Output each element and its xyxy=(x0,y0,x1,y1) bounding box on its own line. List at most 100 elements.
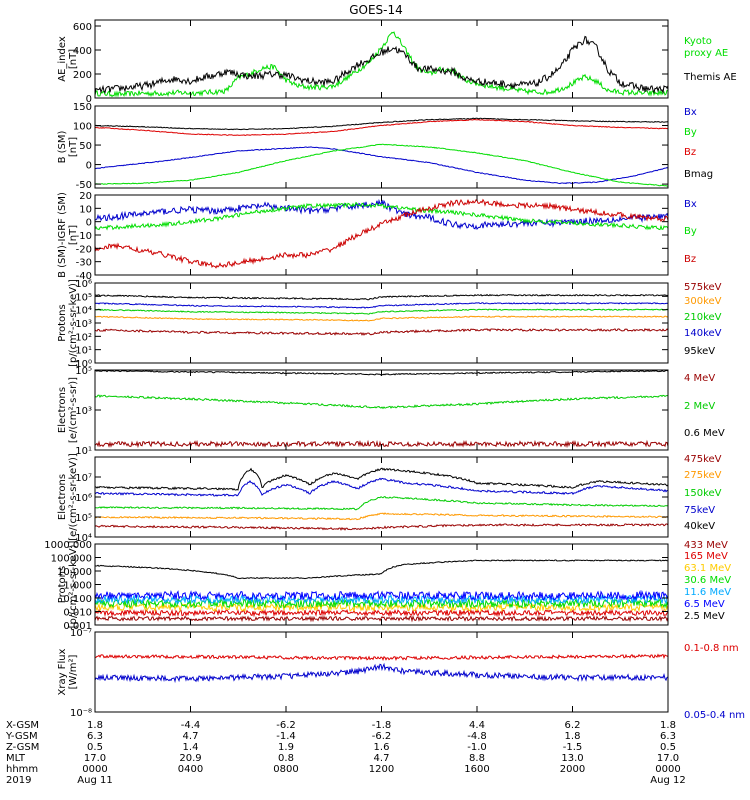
y-tick-label: 10⁴ xyxy=(75,306,92,317)
axis-row-value: -4.4 xyxy=(181,720,201,731)
y-tick-label: -20 xyxy=(76,244,92,255)
legend-label: By xyxy=(684,127,697,138)
series-group xyxy=(95,370,668,449)
y-tick-label: 10⁵ xyxy=(75,513,92,524)
series-line-165-mev xyxy=(95,608,668,618)
y-axis-label: [nT] xyxy=(68,137,79,157)
legend-label: 0.05-0.4 nm xyxy=(684,710,745,721)
panel-db: -40 -30 -20 -10 0 10 20 B (SM)-IGRF (SM) [nT] Bx B… xyxy=(57,191,697,282)
axis-row-value: 13.0 xyxy=(561,753,583,764)
series-line-140kev xyxy=(95,302,668,309)
y-tick-label: -40 xyxy=(76,271,92,282)
y-axis-label: Protons xyxy=(57,304,68,341)
series-line-2-mev xyxy=(95,394,668,410)
axis-row-value: 17.0 xyxy=(84,753,106,764)
y-axis-label: Electrons xyxy=(57,474,68,520)
axis-row-label: Z-GSM xyxy=(6,742,39,753)
y-axis-label: Electrons xyxy=(57,387,68,433)
axis-row-value: 1.8 xyxy=(87,720,103,731)
y-axis-label: [e/(cm²-s-sr-keV)] xyxy=(68,453,79,541)
y-tick-label: 10⁻⁷ xyxy=(70,628,92,639)
series-line-300kev xyxy=(95,315,668,322)
y-tick-label: 10⁷ xyxy=(75,473,92,484)
legend-label: 40keV xyxy=(684,521,715,532)
series-line-kyoto-proxy-ae xyxy=(95,31,668,98)
axis-row-value: 0.5 xyxy=(660,742,676,753)
figure-title: GOES-14 xyxy=(349,3,403,17)
legend-label: 140keV xyxy=(684,328,722,339)
legend-label: 6.5 MeV xyxy=(684,599,725,610)
series-line-by xyxy=(95,201,668,231)
legend-label: Themis AE xyxy=(683,72,737,83)
y-tick-label: 10³ xyxy=(75,319,92,330)
y-axis-label: [p/(cm²-s-sr-keV)] xyxy=(68,279,79,367)
y-tick-label: 100.000 xyxy=(51,554,92,565)
axis-row-value: 1.8 xyxy=(565,731,581,742)
panel-protons_mev: 0.001 0.010 0.100 1.000 10.000 100.000 1000.00… xyxy=(44,540,731,632)
series-line-by xyxy=(95,143,668,187)
y-tick-label: 20 xyxy=(79,191,92,202)
y-tick-label: 10 xyxy=(79,204,92,215)
legend-label: Bmag xyxy=(684,169,713,180)
legend-label: Bx xyxy=(684,199,697,210)
y-tick-label: 1.000 xyxy=(63,581,92,592)
legend-label: 2.5 MeV xyxy=(684,611,725,622)
x-axis-table: X-GSM 1.8 -4.4 -6.2 -1.8 4.4 6.2 1.8Y-GSM 6.3 4.7… xyxy=(5,720,686,786)
legend-label: 275keV xyxy=(684,470,722,481)
y-tick-label: 10⁰ xyxy=(75,359,92,370)
y-tick-label: 0.001 xyxy=(63,621,92,632)
y-tick-label: 10³ xyxy=(75,406,92,417)
legend-label: 575keV xyxy=(684,282,722,293)
series-group xyxy=(95,31,668,98)
y-axis-label: Xray Flux xyxy=(57,648,68,695)
panel-frame xyxy=(94,105,669,189)
axis-row-value: 1.6 xyxy=(374,742,390,753)
axis-row-value: 4.7 xyxy=(374,753,390,764)
legend-label: Kyoto xyxy=(684,36,712,47)
axis-row-label: 2019 xyxy=(6,775,31,786)
legend-label: 4 MeV xyxy=(684,373,715,384)
axis-row-label: MLT xyxy=(6,753,26,764)
axis-row-value: 0.8 xyxy=(278,753,294,764)
y-tick-label: 10¹ xyxy=(75,346,92,357)
series-line-6-5-mev xyxy=(95,589,668,602)
panel-electrons_mev: 10¹ 10³ 10⁵ Electrons [e/(cm²-s-sr)] 4 MeV 2 M… xyxy=(57,366,725,457)
axis-row-value: Aug 12 xyxy=(650,775,685,786)
legend-label: 63.1 MeV xyxy=(684,563,731,574)
y-axis-label: [W/m²] xyxy=(68,654,79,689)
axis-row-value: 4.4 xyxy=(469,720,485,731)
y-tick-label: 10⁴ xyxy=(75,533,92,544)
axis-row-value: 6.2 xyxy=(565,720,581,731)
legend-label: 475keV xyxy=(684,454,722,465)
axis-row-value: 2000 xyxy=(560,764,585,775)
y-tick-label: 400 xyxy=(73,46,92,57)
axis-row-value: 0800 xyxy=(273,764,298,775)
series-line-40kev xyxy=(95,467,668,491)
axis-row-value: 20.9 xyxy=(179,753,201,764)
series-line-275kev xyxy=(95,512,668,521)
y-tick-label: -10 xyxy=(76,231,92,242)
y-tick-label: 0.010 xyxy=(63,608,92,619)
axis-row-value: -1.5 xyxy=(563,742,583,753)
legend-label: 95keV xyxy=(684,346,715,357)
series-line-95kev xyxy=(95,293,668,301)
series-line-210kev xyxy=(95,308,668,315)
legend-label: proxy AE xyxy=(684,48,728,59)
y-axis-label: Protons xyxy=(57,566,68,603)
axis-row-label: X-GSM xyxy=(6,720,39,731)
y-tick-label: 10⁶ xyxy=(75,279,92,290)
y-tick-label: 600 xyxy=(73,22,92,33)
legend-label: 30.6 MeV xyxy=(684,575,731,586)
axis-row-value: Aug 11 xyxy=(77,775,112,786)
y-axis-label: [p/(cm²-s-sr-keV)] xyxy=(68,541,79,629)
series-line-0-1-0-8-nm xyxy=(95,653,668,662)
axis-row-value: 0000 xyxy=(82,764,107,775)
axis-row-value: 1.8 xyxy=(660,720,676,731)
axis-row-value: 6.3 xyxy=(87,731,103,742)
y-tick-label: -50 xyxy=(76,180,92,191)
series-line-bmag xyxy=(95,117,668,131)
